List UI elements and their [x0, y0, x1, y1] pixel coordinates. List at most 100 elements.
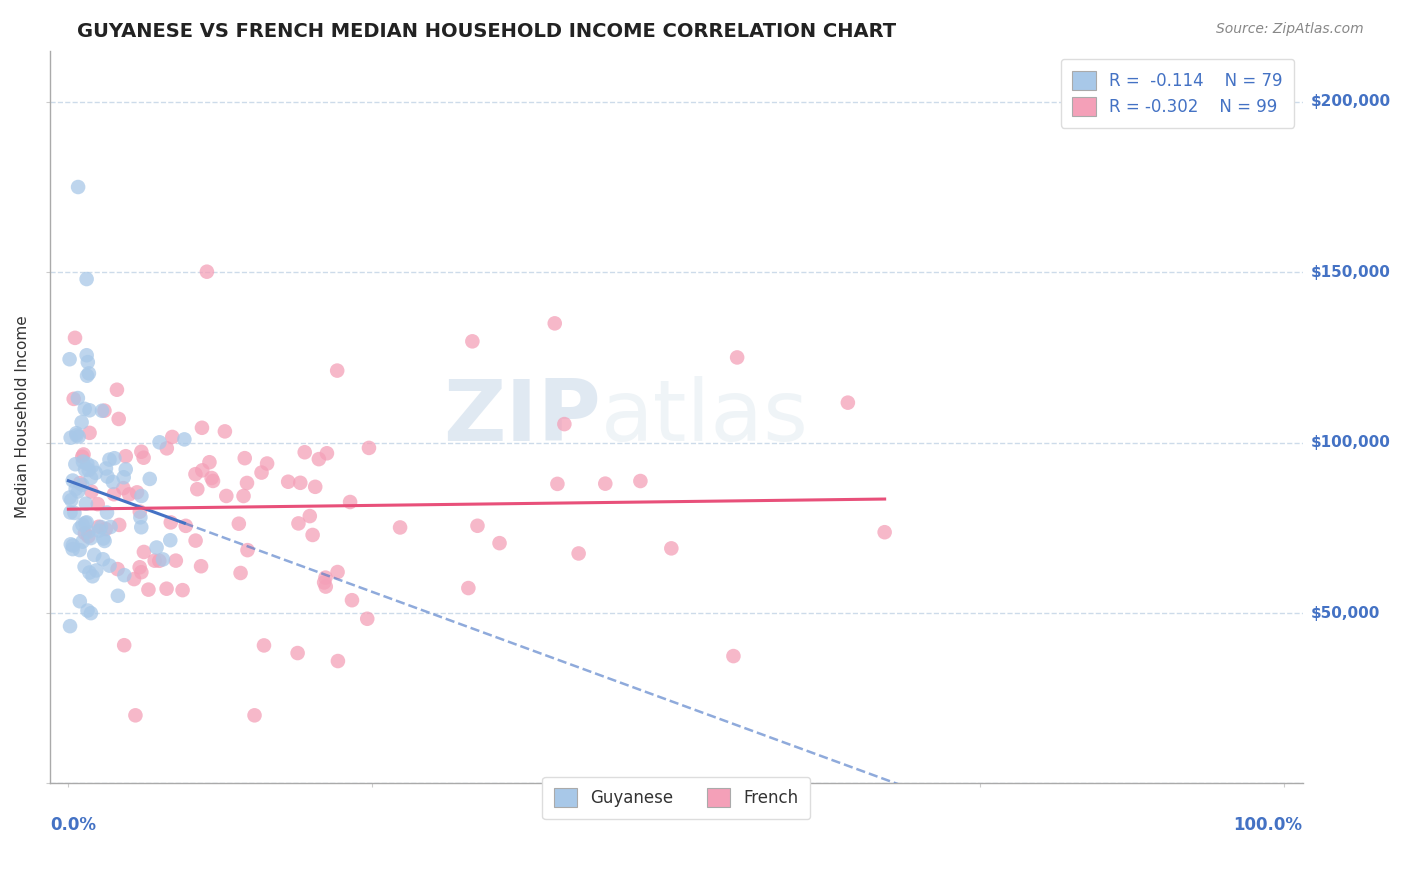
Point — [58, 352, 80, 367]
Point — [138, 582, 160, 597]
Point — [124, 708, 146, 723]
Point — [114, 462, 136, 476]
Point — [107, 562, 129, 576]
Point — [94, 461, 117, 475]
Point — [112, 481, 135, 495]
Point — [96, 469, 118, 483]
Point — [155, 582, 177, 596]
Text: atlas: atlas — [602, 376, 810, 458]
Point — [72, 450, 94, 464]
Point — [69, 476, 91, 491]
Point — [87, 524, 110, 538]
Point — [553, 417, 575, 431]
Point — [76, 272, 98, 286]
Point — [148, 554, 170, 568]
Point — [215, 489, 238, 503]
Point — [80, 531, 103, 545]
Point — [229, 566, 252, 580]
Point — [94, 522, 117, 536]
Point — [184, 533, 207, 548]
Point — [80, 471, 103, 485]
Point — [73, 463, 96, 477]
Point — [173, 433, 195, 447]
Point — [91, 552, 114, 566]
Point — [301, 528, 323, 542]
Point — [233, 451, 256, 466]
Point — [143, 554, 166, 568]
Point — [76, 355, 98, 369]
Point — [467, 518, 489, 533]
Point — [326, 565, 349, 579]
Point — [100, 520, 122, 534]
Y-axis label: Median Household Income: Median Household Income — [15, 316, 30, 518]
Point — [62, 542, 84, 557]
Point — [63, 506, 86, 520]
Point — [232, 489, 254, 503]
Point — [82, 569, 104, 583]
Point — [77, 524, 100, 539]
Point — [60, 493, 83, 508]
Point — [125, 485, 148, 500]
Point — [75, 497, 97, 511]
Point — [59, 505, 82, 519]
Point — [58, 491, 80, 505]
Point — [228, 516, 250, 531]
Point — [62, 392, 84, 406]
Point — [339, 495, 361, 509]
Point — [461, 334, 484, 349]
Point — [62, 539, 84, 553]
Point — [162, 430, 184, 444]
Point — [73, 559, 96, 574]
Point — [76, 348, 98, 362]
Point — [76, 457, 98, 471]
Text: $50,000: $50,000 — [1310, 606, 1381, 621]
Point — [191, 463, 214, 477]
Point — [93, 533, 115, 548]
Point — [79, 566, 101, 580]
Text: 100.0%: 100.0% — [1233, 816, 1302, 835]
Point — [628, 474, 651, 488]
Point — [72, 455, 94, 469]
Point — [84, 564, 107, 578]
Point — [165, 554, 187, 568]
Point — [65, 428, 87, 442]
Point — [132, 545, 155, 559]
Point — [80, 459, 103, 474]
Point — [59, 619, 82, 633]
Point — [128, 560, 150, 574]
Point — [304, 480, 326, 494]
Point — [112, 470, 135, 484]
Point — [186, 482, 208, 496]
Point — [659, 541, 682, 556]
Point — [131, 444, 153, 458]
Point — [91, 532, 114, 546]
Point — [77, 367, 100, 381]
Point — [69, 594, 91, 608]
Point — [79, 403, 101, 417]
Point — [174, 519, 197, 533]
Point — [202, 474, 225, 488]
Point — [72, 534, 94, 549]
Point — [488, 536, 510, 550]
Point — [357, 441, 380, 455]
Point — [316, 446, 339, 460]
Point — [76, 516, 98, 530]
Point — [145, 541, 167, 555]
Point — [340, 593, 363, 607]
Point — [108, 517, 131, 532]
Point — [725, 351, 748, 365]
Point — [112, 638, 135, 652]
Point — [91, 403, 114, 417]
Point — [152, 552, 174, 566]
Point — [190, 559, 212, 574]
Point — [148, 435, 170, 450]
Point — [308, 452, 330, 467]
Text: GUYANESE VS FRENCH MEDIAN HOUSEHOLD INCOME CORRELATION CHART: GUYANESE VS FRENCH MEDIAN HOUSEHOLD INCO… — [77, 22, 897, 41]
Point — [159, 516, 181, 530]
Point — [200, 471, 222, 485]
Point — [546, 476, 568, 491]
Point — [236, 475, 259, 490]
Point — [75, 516, 97, 530]
Point — [131, 565, 153, 579]
Point — [314, 571, 336, 585]
